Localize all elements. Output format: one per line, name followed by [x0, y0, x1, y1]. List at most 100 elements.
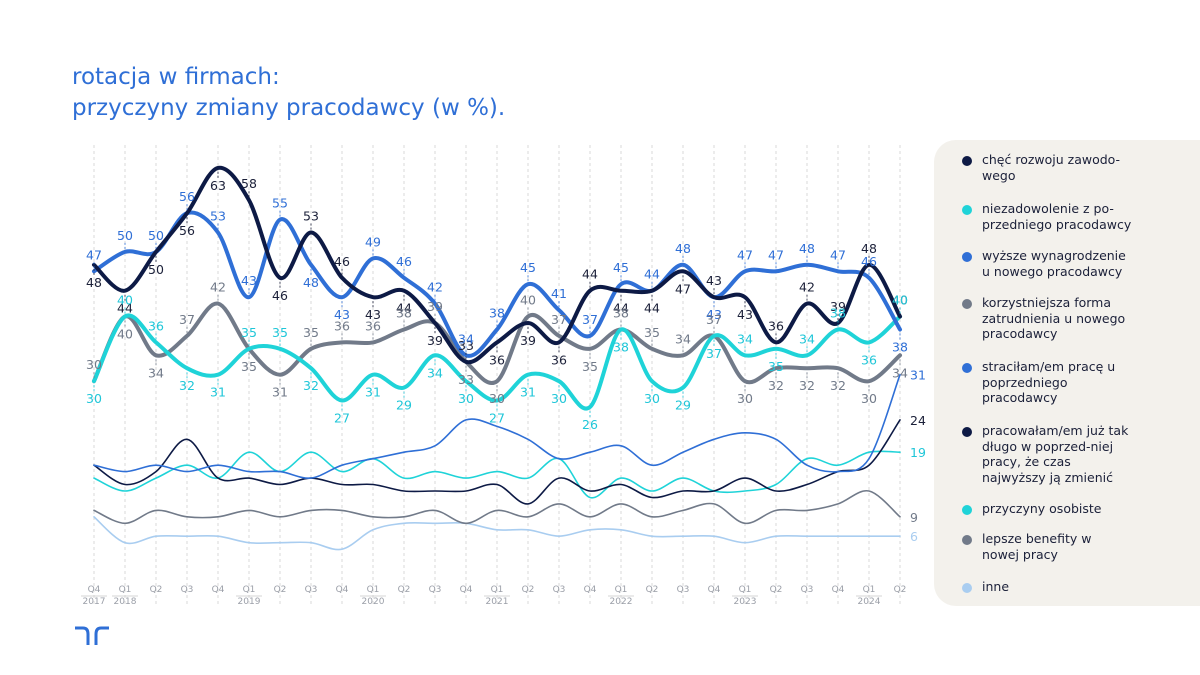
- data-label-1-6: 35: [272, 325, 288, 340]
- x-tick-year-5: 2019: [238, 597, 261, 607]
- title-line-1: rotacja w firmach:: [72, 64, 280, 90]
- legend-item-3: wyższe wynagrodzenie u nowego pracodawcy: [962, 248, 1132, 279]
- data-label-1-4: 31: [210, 385, 226, 400]
- data-label-0-16: 44: [582, 267, 598, 282]
- data-label-3-9: 36: [365, 318, 381, 333]
- data-label-2-18: 44: [644, 267, 660, 282]
- data-label-3-24: 32: [830, 378, 846, 393]
- data-label-3-1: 40: [117, 327, 133, 342]
- data-label-1-25: 36: [861, 352, 877, 367]
- data-label-2-25: 46: [861, 254, 877, 269]
- end-label-7: 9: [910, 510, 918, 525]
- data-label-2-8: 43: [334, 307, 350, 322]
- legend-label-7: przyczyny osobiste: [982, 501, 1102, 516]
- data-label-2-6: 55: [272, 196, 288, 211]
- series-line-1: [92, 313, 902, 411]
- data-label-2-16: 37: [582, 312, 598, 327]
- data-label-0-14: 39: [520, 333, 536, 348]
- data-label-0-19: 47: [675, 281, 691, 296]
- legend-dot-3: [962, 252, 972, 262]
- data-label-0-21: 43: [737, 307, 753, 322]
- data-label-3-12: 33: [458, 372, 474, 387]
- data-label-1-20: 37: [706, 346, 722, 361]
- legend-item-8: lepsze benefity w nowej pracy: [962, 531, 1132, 562]
- x-tick-year-17: 2022: [610, 597, 633, 607]
- data-label-2-2: 50: [148, 228, 164, 243]
- data-label-3-3: 37: [179, 312, 195, 327]
- x-tick-year-0: 2017: [83, 597, 106, 607]
- end-label-8: 6: [910, 529, 918, 544]
- legend-label-3: wyższe wynagrodzenie u nowego pracodawcy: [982, 248, 1126, 279]
- series-line-0: [92, 165, 902, 365]
- legend-dot-8: [962, 535, 972, 545]
- x-tick-quarter-0: Q4: [88, 585, 101, 595]
- data-label-3-10: 38: [396, 305, 412, 320]
- data-label-0-5: 58: [241, 176, 257, 191]
- data-label-0-26: 40: [892, 293, 908, 308]
- x-tick-quarter-3: Q3: [181, 585, 194, 595]
- x-tick-quarter-1: Q1: [119, 585, 132, 595]
- x-tick-quarter-17: Q1: [615, 585, 628, 595]
- x-tick-quarter-15: Q3: [553, 585, 566, 595]
- data-label-2-24: 47: [830, 247, 846, 262]
- data-label-3-0: 30: [86, 357, 102, 372]
- series-line-3: [92, 301, 902, 385]
- legend-panel: chęć rozwoju zawodo-wego niezadowolenie …: [934, 140, 1200, 606]
- data-label-1-5: 35: [241, 325, 257, 340]
- x-tick-quarter-12: Q4: [460, 585, 473, 595]
- x-tick-quarter-9: Q1: [367, 585, 380, 595]
- x-tick-quarter-8: Q4: [336, 585, 349, 595]
- data-label-3-23: 32: [799, 378, 815, 393]
- data-label-1-13: 27: [489, 411, 505, 426]
- legend-item-9: inne: [962, 579, 1132, 595]
- legend-item-4: korzystniejsza forma zatrudnienia u nowe…: [962, 295, 1132, 342]
- data-label-0-13: 36: [489, 352, 505, 367]
- data-label-2-15: 41: [551, 286, 567, 301]
- title-line-2: przyczyny zmiany pracodawcy (w %).: [72, 95, 506, 121]
- data-label-0-12: 33: [458, 338, 474, 353]
- data-label-0-15: 36: [551, 352, 567, 367]
- data-label-1-7: 32: [303, 378, 319, 393]
- data-label-1-18: 30: [644, 391, 660, 406]
- data-label-2-20: 43: [706, 307, 722, 322]
- x-tick-quarter-10: Q2: [398, 585, 411, 595]
- data-label-3-11: 39: [427, 299, 443, 314]
- data-label-3-4: 42: [210, 280, 226, 295]
- x-tick-quarter-11: Q3: [429, 585, 442, 595]
- data-label-3-22: 32: [768, 378, 784, 393]
- data-label-1-8: 27: [334, 411, 350, 426]
- data-label-3-21: 30: [737, 391, 753, 406]
- series-line-4: [93, 373, 901, 479]
- legend-dot-7: [962, 505, 972, 515]
- data-label-0-0: 48: [86, 275, 102, 290]
- data-label-1-12: 30: [458, 391, 474, 406]
- data-label-3-19: 34: [675, 331, 691, 346]
- data-label-3-15: 37: [551, 312, 567, 327]
- data-label-3-18: 35: [644, 325, 660, 340]
- x-tick-quarter-5: Q1: [243, 585, 256, 595]
- data-label-1-16: 26: [582, 417, 598, 432]
- legend-label-5: straciłam/em pracę u poprzedniego pracod…: [982, 359, 1116, 405]
- data-label-2-26: 38: [892, 339, 908, 354]
- data-label-1-26: 40: [892, 293, 908, 308]
- series-line-2: [92, 210, 902, 358]
- legend-item-7: przyczyny osobiste: [962, 501, 1132, 517]
- data-label-2-3: 56: [179, 189, 195, 204]
- x-tick-quarter-4: Q4: [212, 585, 225, 595]
- data-label-1-24: 38: [830, 305, 846, 320]
- end-label-5: 24: [910, 413, 926, 428]
- data-label-3-14: 40: [520, 293, 536, 308]
- x-tick-quarter-25: Q1: [863, 585, 876, 595]
- data-label-0-22: 36: [768, 318, 784, 333]
- data-label-2-1: 50: [117, 228, 133, 243]
- data-label-3-5: 35: [241, 359, 257, 374]
- data-label-2-12: 34: [458, 331, 474, 346]
- x-tick-quarter-21: Q1: [739, 585, 752, 595]
- data-label-0-18: 44: [644, 301, 660, 316]
- data-label-1-22: 35: [768, 359, 784, 374]
- data-label-0-24: 39: [830, 299, 846, 314]
- legend-label-6: pracowałam/em już tak długo w poprzed-ni…: [982, 423, 1129, 485]
- series-line-5: [93, 419, 901, 505]
- legend-dot-6: [962, 427, 972, 437]
- series-line-7: [93, 489, 901, 525]
